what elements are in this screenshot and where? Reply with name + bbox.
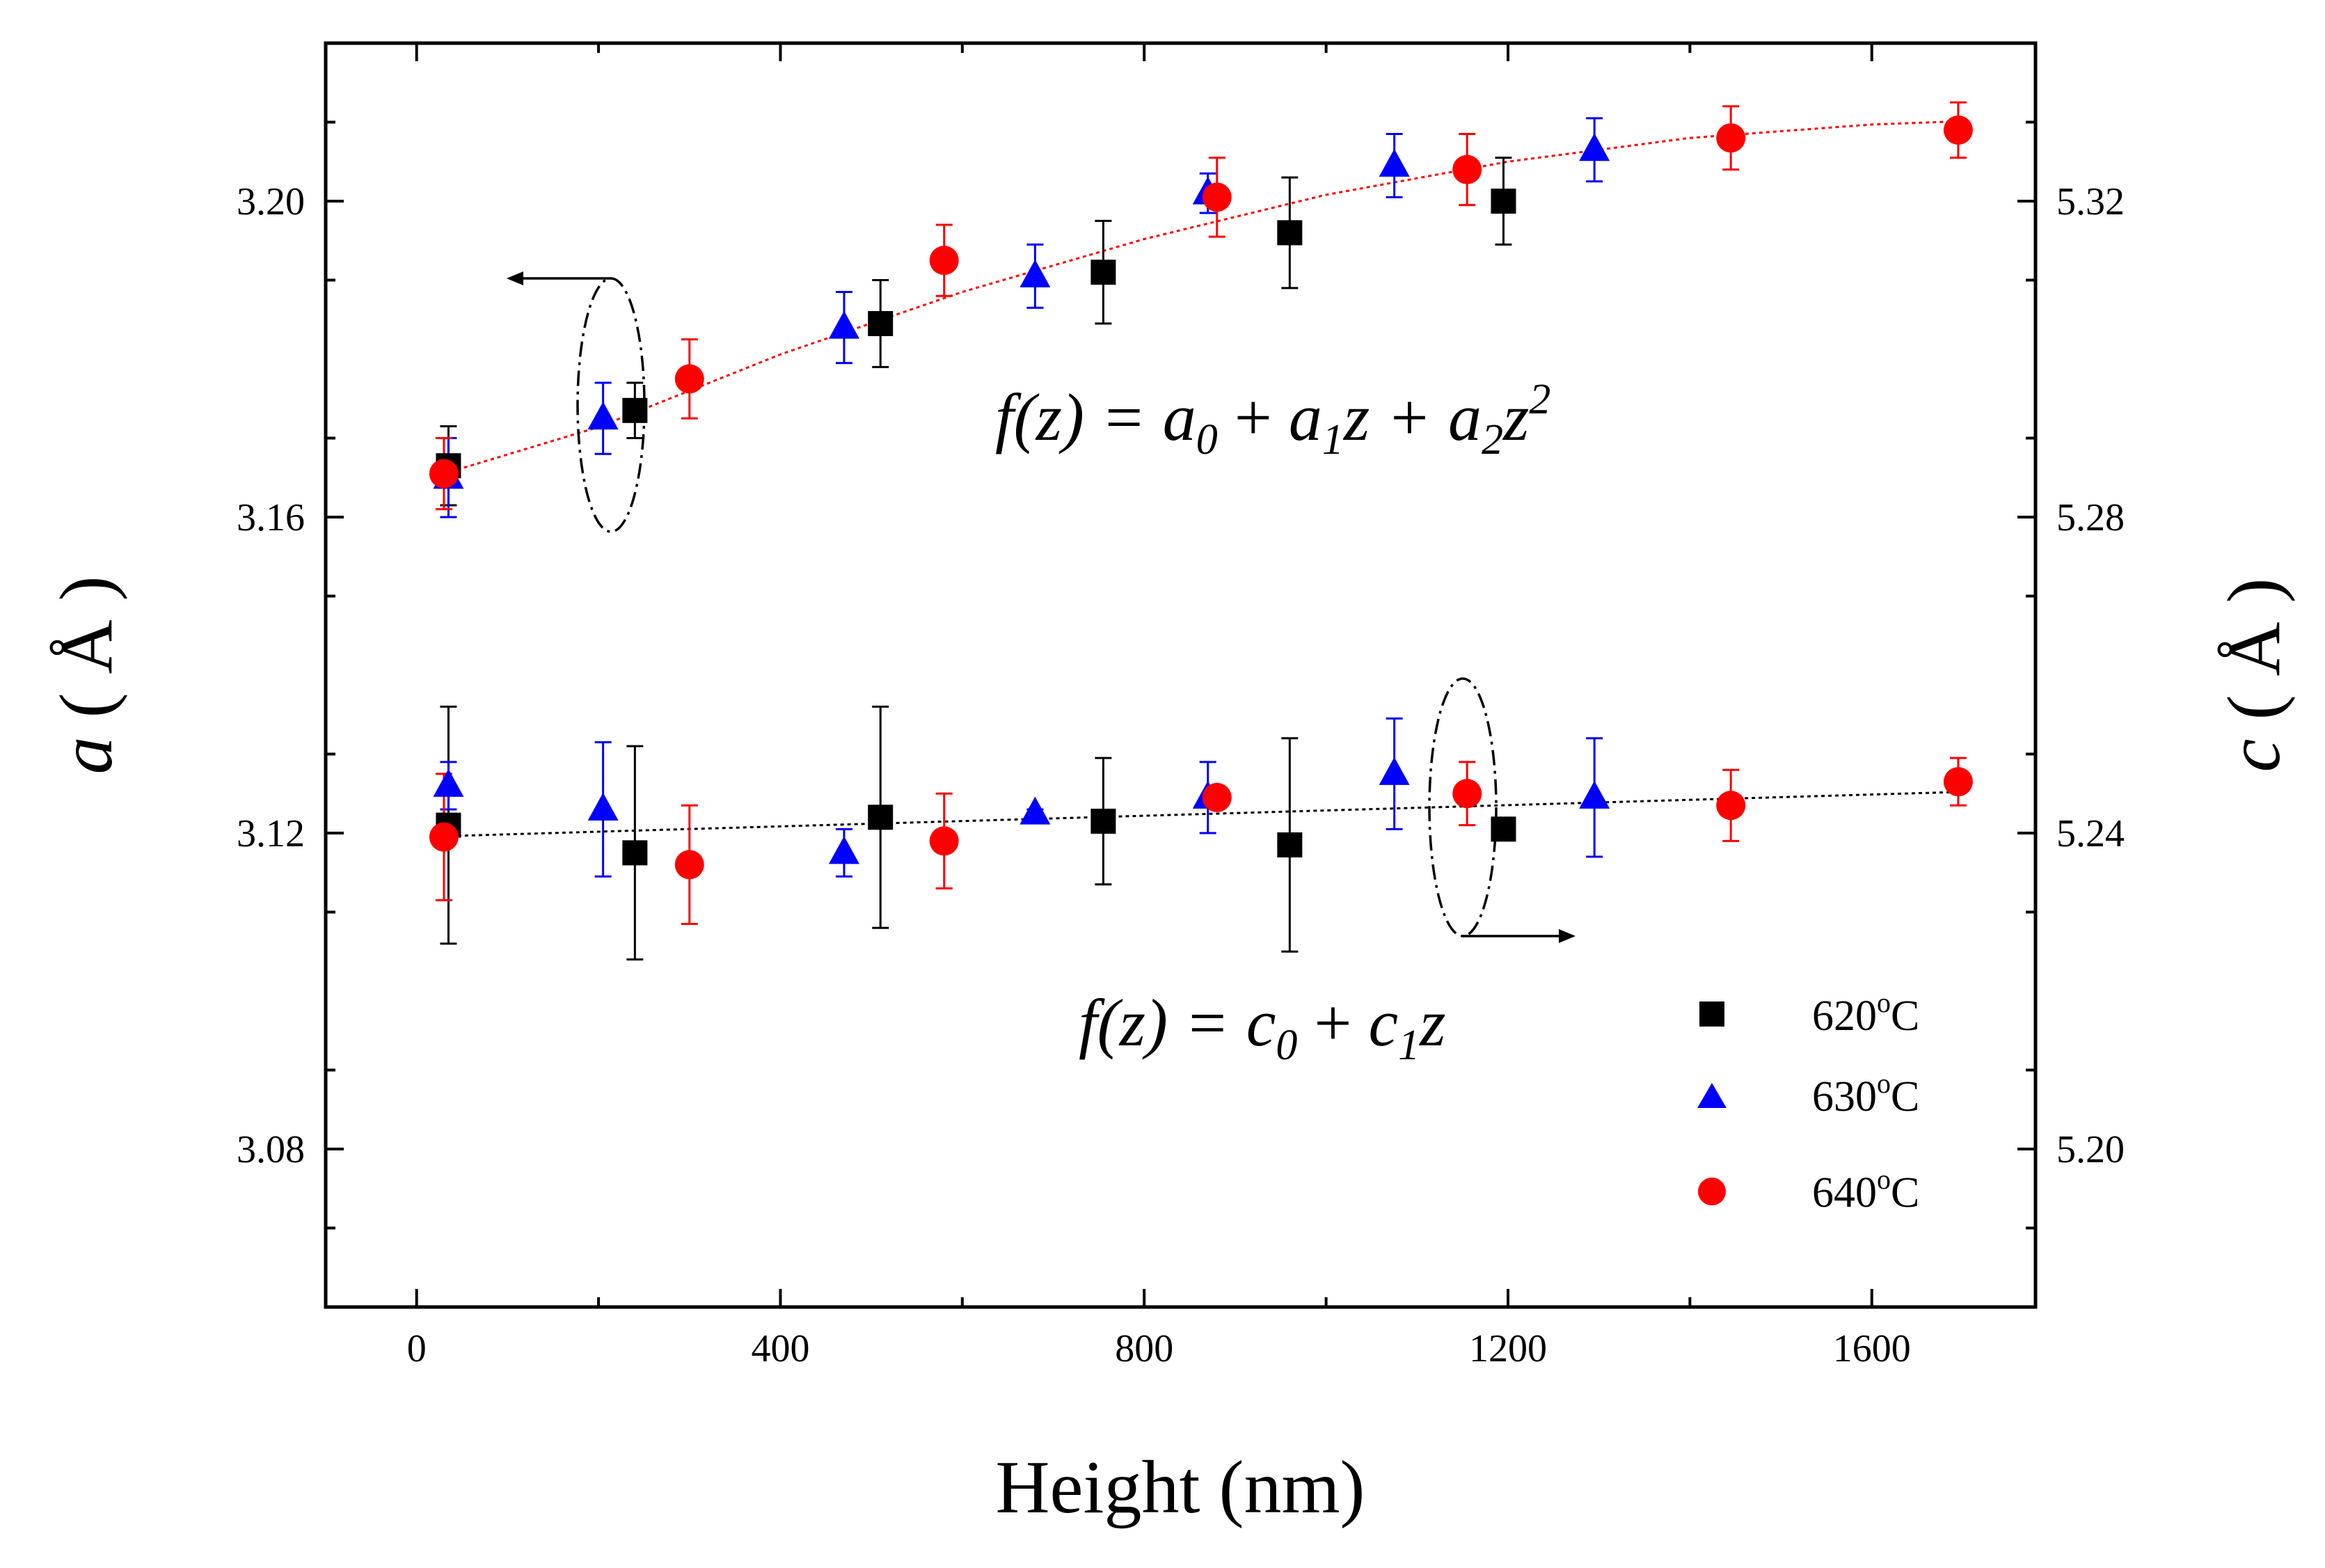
- data-point-circle: [1452, 779, 1482, 809]
- y-left-tick-label: 3.12: [237, 812, 305, 855]
- formula-a: f(z) = a0 + a1z + a2z2: [995, 376, 1550, 464]
- data-point-circle: [674, 850, 704, 880]
- error-bars: [435, 101, 1967, 961]
- data-point-triangle: [1579, 133, 1610, 161]
- annotations: [507, 271, 1576, 943]
- data-point-triangle: [828, 310, 859, 339]
- data-point-triangle: [1379, 757, 1410, 785]
- legend-label-620: 620oC: [1812, 987, 1919, 1040]
- data-point-circle: [429, 459, 459, 489]
- data-point-square: [868, 805, 894, 830]
- legend: 620oC 630oC 640oC: [1697, 987, 1919, 1217]
- y-left-tick-label: 3.20: [237, 180, 305, 223]
- x-tick-label: 400: [751, 1327, 809, 1370]
- data-point-circle: [674, 364, 704, 394]
- x-tick-label: 800: [1115, 1327, 1173, 1370]
- legend-marker-640: [1698, 1178, 1726, 1205]
- fit-line: [443, 791, 1958, 837]
- plot-frame: [324, 41, 2038, 1309]
- y-right-axis-title: c ( Å ): [2213, 578, 2296, 773]
- x-tick-label: 1600: [1833, 1327, 1911, 1370]
- data-point-square: [1090, 808, 1116, 834]
- y-right-tick-label: 5.32: [2056, 180, 2125, 223]
- data-point-circle: [1202, 782, 1232, 812]
- x-tick-label: 1200: [1469, 1327, 1547, 1370]
- data-point-triangle: [828, 836, 859, 864]
- data-point-square: [1277, 220, 1303, 246]
- data-point-circle: [1716, 123, 1746, 153]
- y-right-tick-label: 5.24: [2056, 812, 2125, 855]
- data-point-triangle: [1019, 796, 1051, 825]
- data-point-square: [868, 310, 894, 336]
- arrow-a-head: [507, 271, 523, 285]
- data-point-circle: [929, 826, 959, 856]
- y-right-tick-label: 5.28: [2056, 496, 2125, 539]
- data-point-triangle: [1579, 780, 1610, 809]
- data-point-circle: [929, 246, 959, 276]
- data-point-square: [1277, 832, 1303, 858]
- data-point-triangle: [587, 792, 619, 821]
- legend-label-630: 630oC: [1812, 1068, 1919, 1120]
- y-left-tick-label: 3.08: [237, 1128, 305, 1171]
- x-tick-label: 0: [407, 1327, 427, 1370]
- data-point-circle: [1716, 791, 1746, 821]
- data-point-circle: [1202, 182, 1232, 212]
- arrow-c-head: [1559, 929, 1576, 943]
- data-point-square: [1491, 189, 1516, 214]
- data-point-circle: [429, 822, 459, 852]
- data-point-square: [1090, 260, 1116, 285]
- data-point-circle: [1452, 155, 1482, 184]
- data-point-triangle: [1379, 148, 1410, 177]
- legend-marker-630: [1697, 1083, 1727, 1108]
- axis-ticks: 0 400 800 1200 1600 3.08 3.12 3.16 3.20 5.20 5.24 5…: [237, 43, 2125, 1370]
- data-markers: [429, 115, 1973, 880]
- fit-curves: [443, 120, 1958, 837]
- legend-marker-620: [1699, 1001, 1724, 1027]
- y-left-tick-label: 3.16: [237, 496, 305, 539]
- formula-c: f(z) = c0 + c1z: [1079, 985, 1445, 1069]
- svg-text:c ( Å ): c ( Å ): [2213, 578, 2296, 773]
- legend-label-640: 640oC: [1812, 1164, 1919, 1217]
- data-point-triangle: [1019, 259, 1051, 287]
- data-point-triangle: [587, 402, 619, 430]
- y-left-axis-title: a ( Å ): [45, 576, 128, 775]
- data-point-circle: [1943, 115, 1973, 145]
- x-axis-title: Height (nm): [996, 1446, 1365, 1529]
- data-point-square: [622, 840, 648, 866]
- y-right-tick-label: 5.20: [2056, 1128, 2125, 1171]
- data-point-triangle: [433, 768, 464, 797]
- data-point-circle: [1943, 767, 1973, 797]
- svg-text:a ( Å ): a ( Å ): [45, 576, 128, 775]
